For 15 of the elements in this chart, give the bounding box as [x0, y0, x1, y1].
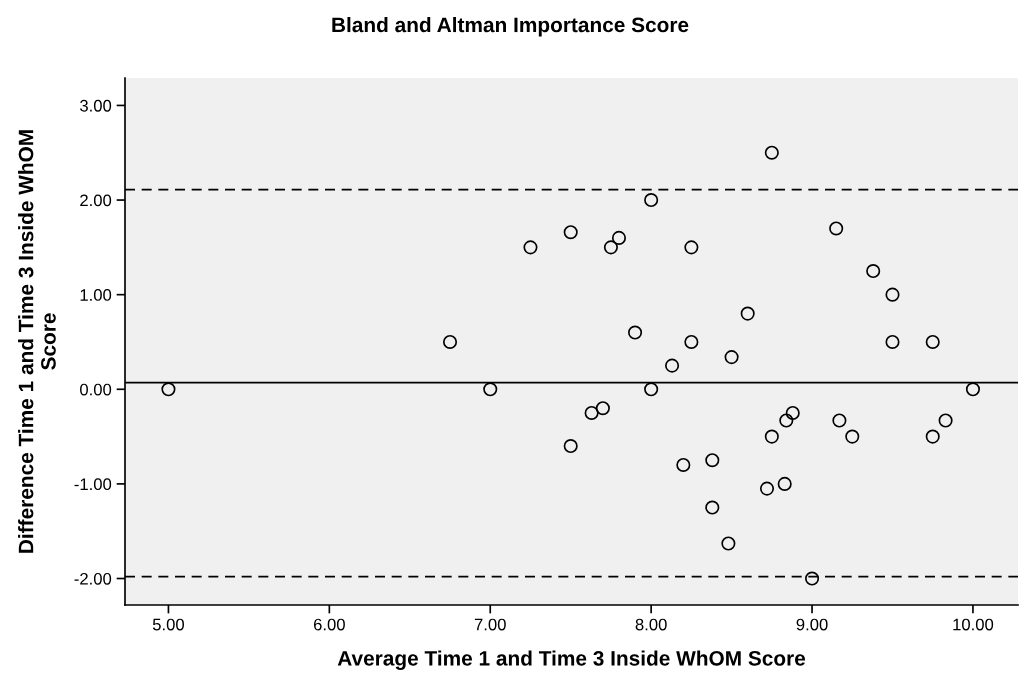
x-tick-label: 9.00	[796, 618, 828, 631]
y-tick-label: 1.00	[80, 289, 112, 301]
x-tick-label: 7.00	[474, 618, 506, 631]
y-tick-label: -2.00	[74, 572, 112, 585]
chart-title: Bland and Altman Importance Score	[332, 16, 689, 37]
y-tick-label: -1.00	[74, 478, 112, 491]
x-tick-label: 6.00	[313, 618, 345, 631]
x-tick-label: 5.00	[152, 618, 185, 631]
y-axis-title: Difference Time 1 and Time 3 Inside WhOM Score	[18, 130, 56, 553]
x-tick-label: 8.00	[635, 618, 667, 631]
y-tick-label: 2.00	[80, 194, 112, 207]
y-tick-label: 3.00	[80, 99, 112, 112]
x-axis-title: Average Time 1 and Time 3 Inside WhOM Score	[337, 650, 806, 670]
x-tick-label: 10.00	[953, 618, 994, 631]
y-tick-label: 0.00	[80, 383, 112, 396]
